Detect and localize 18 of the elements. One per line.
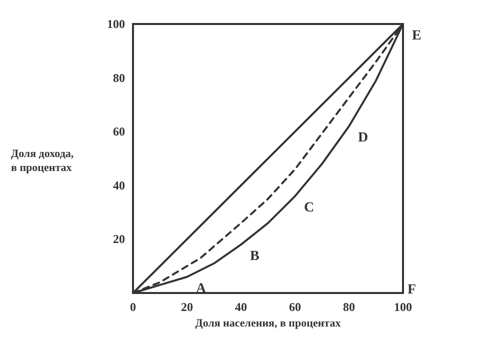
y-axis-title: Доля дохода, в процентах xyxy=(11,148,74,174)
x-tick-label: 40 xyxy=(235,300,247,314)
x-tick-label: 80 xyxy=(343,300,355,314)
y-tick-label: 40 xyxy=(113,178,125,192)
x-tick-label: 100 xyxy=(394,300,412,314)
x-tick-label: 60 xyxy=(289,300,301,314)
x-axis-title: Доля населения, в процентах xyxy=(195,317,342,330)
annotation: B xyxy=(250,249,260,264)
x-tick-label: 0 xyxy=(130,300,136,314)
y-tick-label: 20 xyxy=(113,232,125,246)
y-tick-label: 80 xyxy=(113,70,125,85)
annotation: E xyxy=(412,28,422,44)
x-tick-label: 20 xyxy=(181,300,193,314)
y-tick-label: 60 xyxy=(113,124,125,139)
text: F xyxy=(407,282,416,298)
annotation: D xyxy=(358,130,368,146)
annotation: C xyxy=(304,200,314,216)
y-tick-label: 100 xyxy=(107,17,125,31)
